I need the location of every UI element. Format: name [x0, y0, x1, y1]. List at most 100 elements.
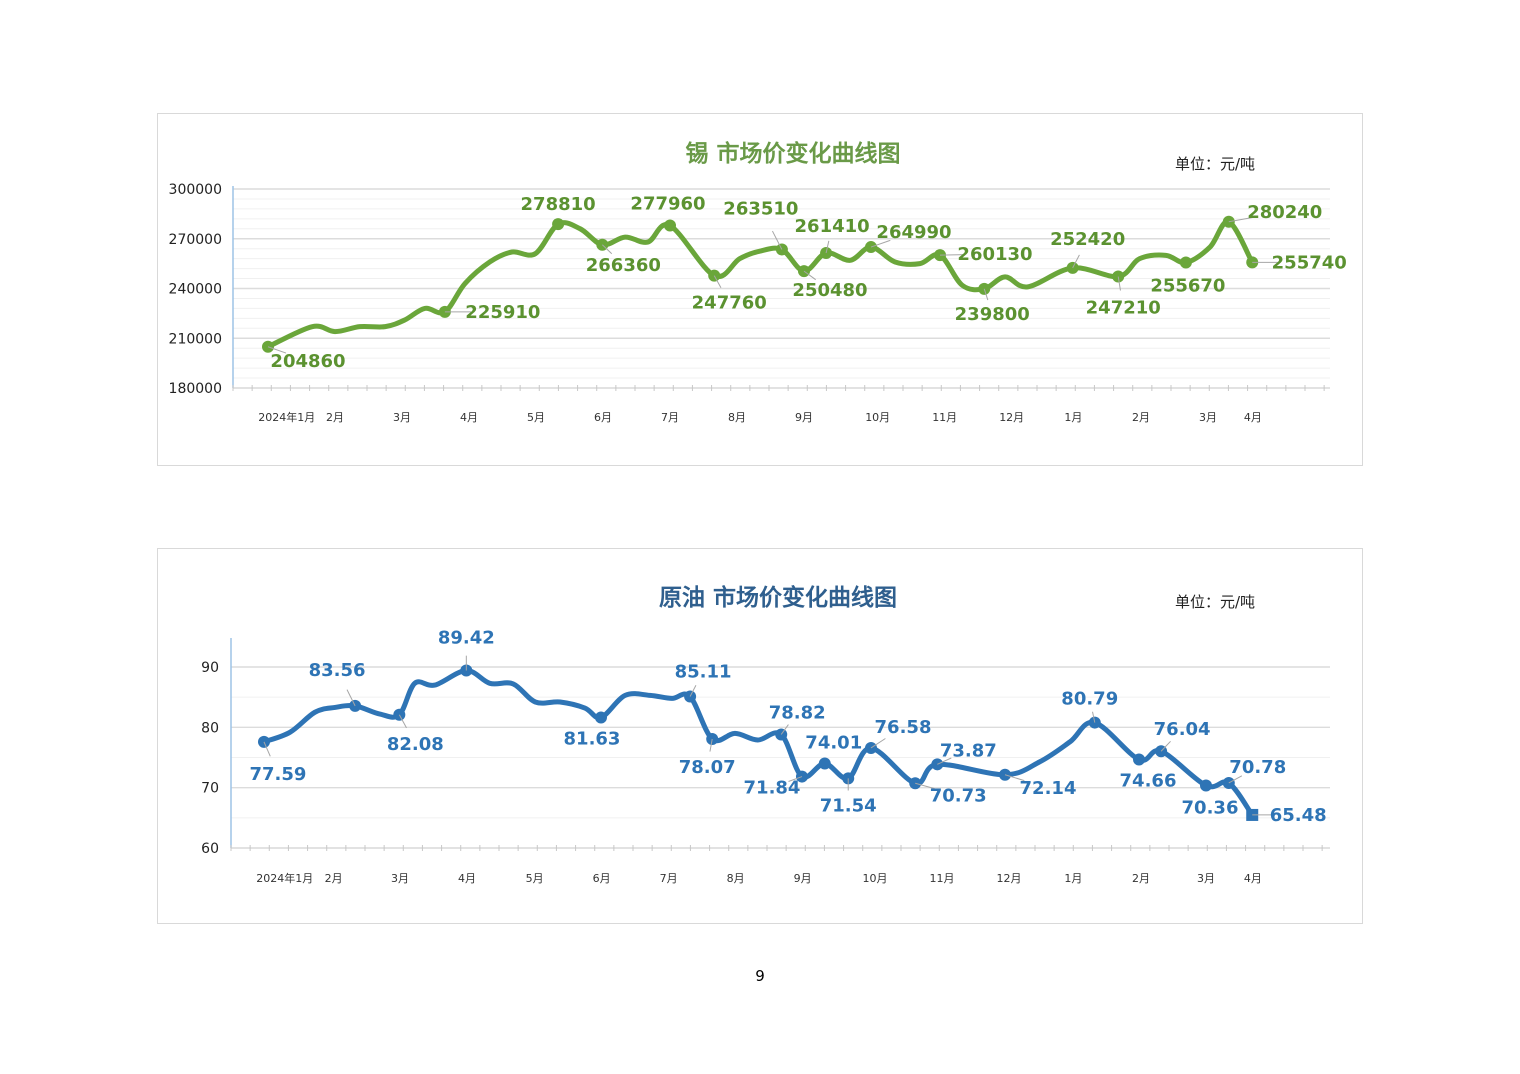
x-tick-label: 8月: [727, 872, 745, 885]
x-tick-label: 3月: [393, 411, 411, 424]
leader-line: [870, 239, 891, 248]
x-tick-label: 3月: [391, 872, 409, 885]
x-tick-label: 12月: [999, 411, 1024, 424]
data-label: 85.11: [675, 662, 732, 683]
y-tick-label: 300000: [169, 182, 222, 198]
data-label: 83.56: [309, 660, 366, 681]
y-tick-label: 210000: [169, 331, 222, 347]
x-tick-label: 11月: [930, 872, 955, 885]
x-tick-label: 12月: [997, 872, 1022, 885]
x-tick-label: 1月: [1064, 411, 1082, 424]
leader-line: [1004, 774, 1025, 782]
data-label: 65.48: [1270, 805, 1327, 826]
x-tick-label: 4月: [458, 872, 476, 885]
x-tick-label: 6月: [593, 872, 611, 885]
y-tick-label: 270000: [169, 232, 222, 248]
y-tick-label: 70: [201, 781, 219, 797]
data-label: 255670: [1150, 276, 1225, 297]
x-tick-label: 3月: [1197, 872, 1215, 885]
data-label: 264990: [876, 222, 951, 243]
data-point-marker: [1179, 256, 1192, 269]
data-label: 250480: [792, 280, 867, 301]
leader-line: [1072, 254, 1080, 269]
x-tick-label: 4月: [1244, 872, 1262, 885]
data-point-marker: [1133, 753, 1145, 766]
data-label: 277960: [630, 194, 705, 215]
chart-title: 锡 市场价变化曲线图: [685, 140, 900, 167]
x-tick-label: 6月: [594, 411, 612, 424]
leader-line: [1092, 711, 1096, 723]
x-tick-label: 5月: [527, 411, 545, 424]
data-label: 74.66: [1120, 771, 1177, 792]
leader-line: [267, 346, 287, 354]
tin-price-chart: 锡 市场价变化曲线图 单位：元/吨 180000 210000 240000 2700…: [157, 113, 1363, 466]
x-tick-label: 4月: [1244, 411, 1262, 424]
leader-line: [1117, 276, 1121, 291]
leader-line: [915, 782, 935, 790]
x-tick-label: 10月: [863, 872, 888, 885]
x-tick-label: 3月: [1199, 411, 1217, 424]
data-label: 82.08: [387, 734, 444, 755]
chart-frame: [157, 113, 1363, 466]
data-point-marker: [1200, 779, 1212, 792]
x-tick-label: 1月: [1064, 872, 1082, 885]
x-tick-label: 2024年1月: [256, 871, 313, 885]
data-label: 252420: [1050, 229, 1125, 250]
data-label: 280240: [1247, 202, 1322, 223]
data-label: 239800: [955, 304, 1030, 325]
x-tick-label: 2月: [1132, 872, 1150, 885]
leader-line: [803, 270, 816, 281]
data-label: 89.42: [438, 627, 495, 648]
unit-label: 单位：元/吨: [1175, 593, 1255, 611]
leader-line: [870, 738, 886, 749]
x-tick-label: 5月: [526, 872, 544, 885]
leader-line: [1228, 216, 1255, 223]
x-tick-label: 2月: [326, 411, 344, 424]
data-label: 78.82: [769, 702, 826, 723]
unit-label: 单位：元/吨: [1175, 155, 1255, 173]
x-tick-label: 9月: [794, 872, 812, 885]
data-label: 78.07: [679, 757, 736, 778]
y-tick-label: 80: [201, 720, 219, 736]
chart-frame: [157, 548, 1363, 924]
x-tick-label: 2月: [1132, 411, 1150, 424]
data-point-marker: [664, 219, 676, 232]
data-point-marker: [818, 757, 831, 770]
leader-line: [780, 724, 789, 735]
leader-line: [689, 685, 697, 697]
data-label: 247210: [1086, 298, 1161, 319]
data-label: 225910: [465, 302, 540, 323]
chart-title: 原油 市场价变化曲线图: [659, 584, 897, 611]
data-label: 81.63: [564, 728, 621, 749]
data-label: 266360: [586, 255, 661, 276]
x-tick-label: 7月: [661, 411, 679, 424]
leader-line: [398, 714, 407, 729]
x-tick-label: 9月: [795, 411, 813, 424]
x-tick-label: 10月: [865, 411, 890, 424]
crude-oil-price-chart: 原油 市场价变化曲线图 单位：元/吨 60 70 80 90 2024年1月 2月 3月 4月…: [157, 548, 1363, 924]
data-label: 72.14: [1020, 778, 1077, 799]
x-tick-label: 4月: [460, 411, 478, 424]
data-label: 76.04: [1154, 719, 1211, 740]
leader-line: [937, 757, 952, 765]
y-tick-label: 240000: [169, 282, 222, 298]
x-tick-label: 8月: [728, 411, 746, 424]
data-label: 247760: [692, 293, 767, 314]
y-tick-label: 180000: [169, 381, 222, 397]
leader-line: [713, 275, 722, 289]
data-label: 263510: [723, 199, 798, 220]
data-label: 73.87: [940, 740, 997, 761]
data-point-marker: [552, 218, 565, 231]
page-number: 9: [755, 967, 765, 985]
leader-line: [825, 240, 830, 254]
data-label: 278810: [521, 194, 596, 215]
data-label: 70.73: [930, 785, 987, 806]
leader-line: [1228, 775, 1243, 784]
data-label: 70.78: [1229, 757, 1286, 778]
data-label: 255740: [1272, 252, 1347, 273]
x-tick-label: 2月: [325, 872, 343, 885]
y-tick-label: 90: [201, 660, 219, 676]
data-point-marker: [594, 711, 607, 724]
data-label: 261410: [795, 216, 870, 237]
